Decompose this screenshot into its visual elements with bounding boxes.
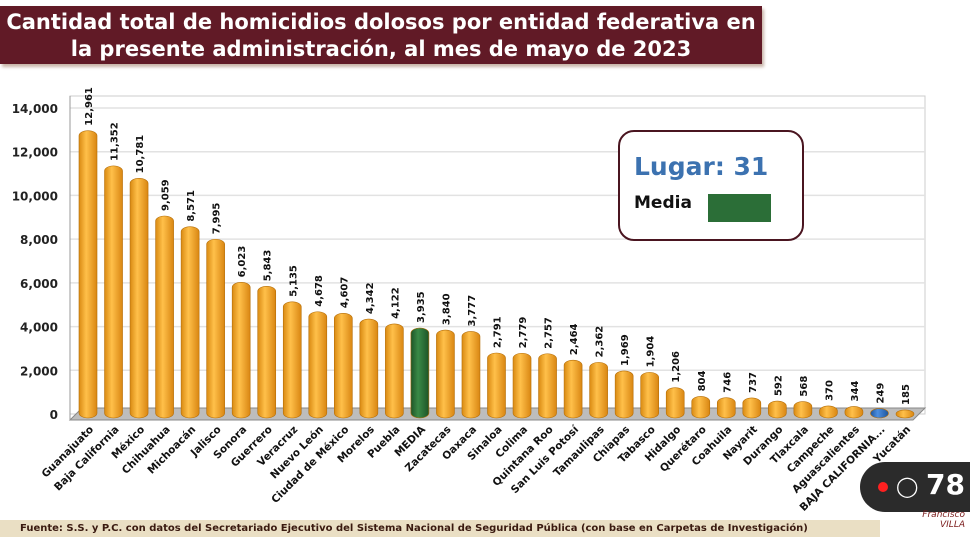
bar bbox=[512, 352, 532, 419]
y-tick-label: 6,000 bbox=[20, 277, 58, 291]
data-label: 3,840 bbox=[441, 293, 452, 325]
data-label: 4,678 bbox=[314, 275, 325, 307]
data-label: 11,352 bbox=[110, 122, 121, 161]
bar bbox=[180, 226, 200, 419]
bar bbox=[895, 409, 915, 419]
bar bbox=[538, 353, 557, 419]
data-label: 8,571 bbox=[186, 190, 197, 222]
data-label: 5,135 bbox=[288, 265, 299, 297]
legend-box: Lugar: 31 Media bbox=[618, 130, 804, 241]
data-label: 746 bbox=[722, 372, 733, 393]
bar bbox=[282, 301, 302, 419]
data-label: 2,779 bbox=[518, 317, 529, 349]
chart-title: Cantidad total de homicidios dolosos por… bbox=[0, 6, 762, 64]
data-label: 2,791 bbox=[493, 316, 504, 348]
bar bbox=[359, 318, 379, 419]
bar bbox=[461, 331, 481, 419]
data-label: 1,206 bbox=[671, 351, 682, 383]
bar bbox=[844, 406, 864, 419]
y-tick-label: 2,000 bbox=[20, 364, 58, 378]
data-label: 1,969 bbox=[620, 334, 631, 366]
data-label: 370 bbox=[824, 380, 835, 401]
bar bbox=[665, 387, 685, 419]
y-tick-label: 10,000 bbox=[12, 189, 58, 203]
viewer-count: 78 bbox=[926, 468, 965, 501]
data-label: 4,342 bbox=[365, 282, 376, 314]
bar bbox=[231, 282, 251, 419]
bar bbox=[206, 238, 225, 419]
y-tick-label: 12,000 bbox=[12, 146, 58, 160]
bar bbox=[589, 362, 608, 419]
data-label: 2,464 bbox=[569, 323, 580, 355]
live-viewers-badge[interactable]: ◯ 78 bbox=[860, 462, 970, 512]
bar bbox=[385, 323, 404, 419]
bar bbox=[819, 405, 838, 419]
y-tick-label: 4,000 bbox=[20, 321, 58, 335]
data-label: 3,777 bbox=[467, 295, 478, 327]
source-footer: Fuente: S.S. y P.C. con datos del Secret… bbox=[0, 520, 880, 537]
y-tick-label: 0 bbox=[50, 408, 58, 422]
data-label: 568 bbox=[799, 376, 810, 397]
bar bbox=[487, 352, 506, 419]
bar bbox=[334, 313, 353, 419]
bar bbox=[742, 397, 762, 419]
data-label: 249 bbox=[875, 383, 886, 404]
data-label: 592 bbox=[773, 375, 784, 396]
data-label: 2,757 bbox=[544, 317, 555, 349]
y-tick-label: 14,000 bbox=[12, 102, 58, 116]
person-icon: ◯ bbox=[896, 474, 919, 498]
data-label: 9,059 bbox=[161, 179, 172, 211]
bar bbox=[793, 401, 813, 419]
media-label: Media bbox=[634, 193, 692, 213]
data-label: 737 bbox=[748, 372, 759, 393]
data-label: 3,935 bbox=[416, 291, 427, 323]
data-label: 7,995 bbox=[212, 203, 223, 235]
bar bbox=[104, 165, 123, 419]
data-label: 344 bbox=[850, 381, 861, 402]
data-label: 4,607 bbox=[339, 277, 350, 309]
data-label: 10,781 bbox=[135, 135, 146, 174]
bar bbox=[129, 178, 149, 419]
bar bbox=[436, 329, 455, 419]
data-label: 2,362 bbox=[595, 326, 606, 358]
bar bbox=[691, 396, 711, 419]
live-dot-icon bbox=[878, 482, 888, 492]
bar bbox=[563, 359, 583, 419]
bar bbox=[257, 285, 277, 419]
data-label: 12,961 bbox=[84, 87, 95, 126]
channel-logo: Francisco VILLA bbox=[922, 510, 965, 530]
y-tick-label: 8,000 bbox=[20, 233, 58, 247]
media-swatch bbox=[708, 194, 771, 222]
data-label: 5,843 bbox=[263, 250, 274, 282]
data-label: 1,904 bbox=[646, 336, 657, 368]
rank-label: Lugar: 31 bbox=[634, 152, 769, 181]
data-label: 6,023 bbox=[237, 246, 248, 278]
bar bbox=[614, 370, 634, 419]
bar bbox=[308, 311, 328, 419]
data-label: 185 bbox=[901, 384, 912, 405]
data-label: 804 bbox=[697, 371, 708, 392]
bar bbox=[716, 397, 736, 419]
bar bbox=[768, 400, 787, 419]
bar bbox=[870, 408, 889, 419]
bar bbox=[410, 327, 430, 419]
bar bbox=[155, 215, 174, 419]
bar bbox=[640, 372, 659, 419]
data-label: 4,122 bbox=[390, 287, 401, 319]
bar bbox=[78, 130, 98, 419]
